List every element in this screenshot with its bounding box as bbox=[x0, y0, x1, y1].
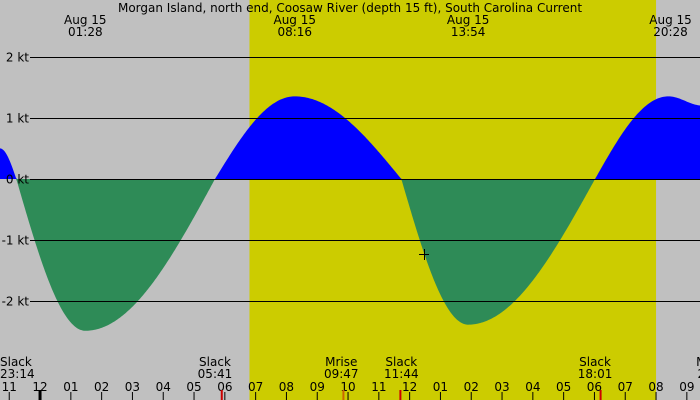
hour-label: 11 bbox=[371, 380, 386, 394]
hour-label: 06 bbox=[217, 380, 232, 394]
crosshair-cursor bbox=[419, 249, 429, 260]
event-time: 2 bbox=[697, 367, 700, 381]
hour-label: 08 bbox=[648, 380, 663, 394]
peak-time-label: 13:54 bbox=[451, 25, 486, 39]
hour-label: 11 bbox=[2, 380, 17, 394]
hour-label: 06 bbox=[587, 380, 602, 394]
hour-label: 01 bbox=[63, 380, 78, 394]
hour-label: 07 bbox=[248, 380, 263, 394]
event-time: 09:47 bbox=[324, 367, 359, 381]
event-time: 11:44 bbox=[384, 367, 419, 381]
peak-time-label: 20:28 bbox=[653, 25, 688, 39]
hour-label: 09 bbox=[310, 380, 325, 394]
hour-label: 07 bbox=[618, 380, 633, 394]
hour-label: 05 bbox=[186, 380, 201, 394]
hour-axis: 11 12 01 02 03 04 05 06 07 08 09 10 11 12 01 02 03 04 05 06… bbox=[2, 380, 694, 400]
y-tick-label: 0 kt bbox=[6, 173, 29, 187]
hour-label: 02 bbox=[464, 380, 479, 394]
event-labels: Slack23:14Slack05:41Mrise09:47Slack11:44… bbox=[0, 355, 700, 381]
hour-label: 09 bbox=[679, 380, 694, 394]
hour-label: 03 bbox=[125, 380, 140, 394]
event-label: Slack bbox=[0, 355, 32, 369]
hour-label: 04 bbox=[156, 380, 171, 394]
peak-date-label: Aug 15 bbox=[447, 13, 490, 27]
event-time: 05:41 bbox=[198, 367, 233, 381]
y-tick-label: -1 kt bbox=[2, 234, 30, 248]
event-label: Mrise bbox=[325, 355, 357, 369]
ebb-area bbox=[0, 179, 700, 331]
peak-time-label: 08:16 bbox=[277, 25, 312, 39]
flood-area bbox=[0, 96, 700, 179]
event-time: 23:14 bbox=[0, 367, 35, 381]
event-label: Slack bbox=[579, 355, 611, 369]
hour-label: 12 bbox=[402, 380, 417, 394]
hour-label: 04 bbox=[525, 380, 540, 394]
y-gridlines: 2 kt 1 kt 0 kt -1 kt -2 kt bbox=[2, 51, 700, 309]
y-tick-label: 2 kt bbox=[6, 51, 29, 65]
event-label: Slack bbox=[199, 355, 231, 369]
peak-date-label: Aug 15 bbox=[273, 13, 316, 27]
peak-date-label: Aug 15 bbox=[649, 13, 692, 27]
hour-label: 08 bbox=[279, 380, 294, 394]
event-time: 18:01 bbox=[578, 367, 613, 381]
y-tick-label: -2 kt bbox=[2, 295, 30, 309]
y-tick-label: 1 kt bbox=[6, 112, 29, 126]
peak-date-label: Aug 15 bbox=[64, 13, 107, 27]
hour-label: 03 bbox=[494, 380, 509, 394]
event-label: Slack bbox=[385, 355, 417, 369]
hour-label: 05 bbox=[556, 380, 571, 394]
event-label: M bbox=[696, 355, 700, 369]
hour-label: 01 bbox=[433, 380, 448, 394]
peak-time-label: 01:28 bbox=[68, 25, 103, 39]
current-areas bbox=[0, 96, 700, 331]
hour-label: 02 bbox=[94, 380, 109, 394]
chart-title: Morgan Island, north end, Coosaw River (… bbox=[118, 1, 582, 15]
hour-label: 12 bbox=[32, 380, 47, 394]
